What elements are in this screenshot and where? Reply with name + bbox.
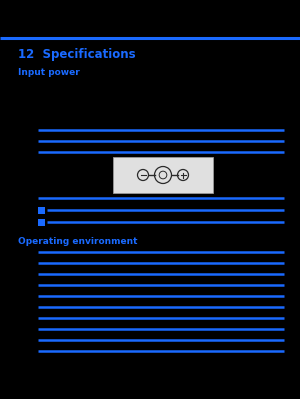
Text: Operating environment: Operating environment <box>18 237 137 246</box>
Text: 12  Specifications: 12 Specifications <box>18 48 136 61</box>
FancyBboxPatch shape <box>38 207 45 213</box>
Circle shape <box>154 166 172 184</box>
Circle shape <box>137 170 148 180</box>
FancyBboxPatch shape <box>38 219 45 225</box>
FancyBboxPatch shape <box>113 157 213 193</box>
Text: Input power: Input power <box>18 68 80 77</box>
Circle shape <box>159 171 167 179</box>
Circle shape <box>178 170 188 180</box>
